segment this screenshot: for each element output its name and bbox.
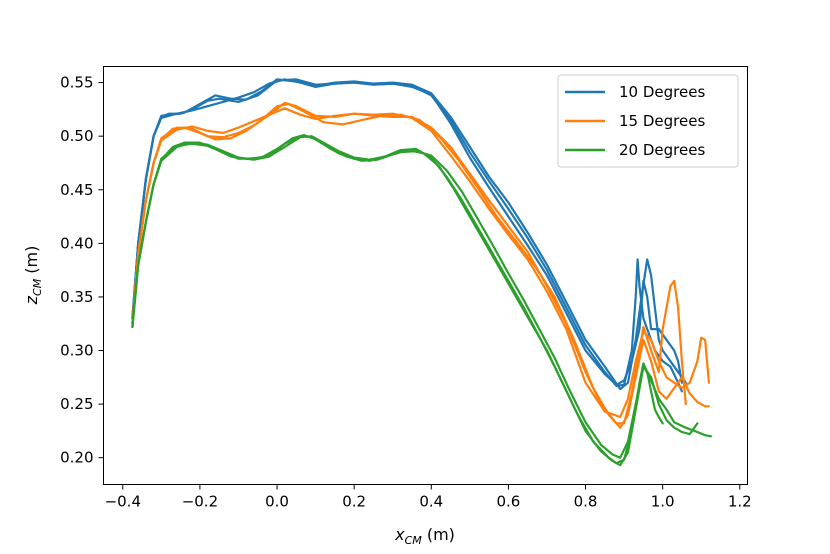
legend-items: 10 Degrees 15 Degrees 20 Degrees <box>565 83 705 159</box>
series-1-line-2 <box>131 78 687 391</box>
legend-label-2: 15 Degrees <box>619 112 705 130</box>
plot-frame <box>103 66 748 485</box>
y-tick-label: 0.25 <box>60 395 93 413</box>
plot-lines <box>131 78 712 467</box>
x-tick-label: 0.6 <box>496 493 520 511</box>
legend: 10 Degrees 15 Degrees 20 Degrees <box>557 74 739 168</box>
x-tick-label: 1.0 <box>651 493 675 511</box>
y-tick-label: 0.20 <box>60 449 93 467</box>
y-tick-label: 0.55 <box>60 74 93 92</box>
x-tick-label: 1.2 <box>728 493 752 511</box>
x-axis-label: xCM (m) <box>394 525 455 547</box>
x-axis: −0.4 −0.2 0.0 0.2 0.4 0.6 0.8 1.0 1.2 <box>105 484 752 511</box>
x-tick-label: 0.8 <box>574 493 598 511</box>
series-2-line-3 <box>131 107 710 419</box>
y-tick-label: 0.30 <box>60 342 93 360</box>
series-1-line-3 <box>131 78 683 386</box>
x-tick-label: 0.0 <box>265 493 289 511</box>
y-axis-label: zCM (m) <box>22 246 44 306</box>
x-tick-label: −0.2 <box>182 493 218 511</box>
y-tick-label: 0.45 <box>60 181 93 199</box>
x-tick-label: 0.4 <box>419 493 443 511</box>
legend-frame <box>557 74 739 168</box>
y-axis: 0.20 0.25 0.30 0.35 0.40 0.45 0.50 0.55 <box>60 74 104 467</box>
legend-label-3: 20 Degrees <box>619 141 705 159</box>
y-tick-label: 0.40 <box>60 234 93 252</box>
y-tick-label: 0.35 <box>60 288 93 306</box>
y-tick-label: 0.50 <box>60 127 93 145</box>
series-3-line-3 <box>131 135 712 459</box>
legend-label-1: 10 Degrees <box>619 83 705 101</box>
x-tick-label: −0.4 <box>105 493 141 511</box>
series-3-line-2 <box>131 135 699 467</box>
series-2-line-2 <box>131 101 687 425</box>
x-tick-label: 0.2 <box>342 493 366 511</box>
series-3-line-1 <box>131 134 664 465</box>
